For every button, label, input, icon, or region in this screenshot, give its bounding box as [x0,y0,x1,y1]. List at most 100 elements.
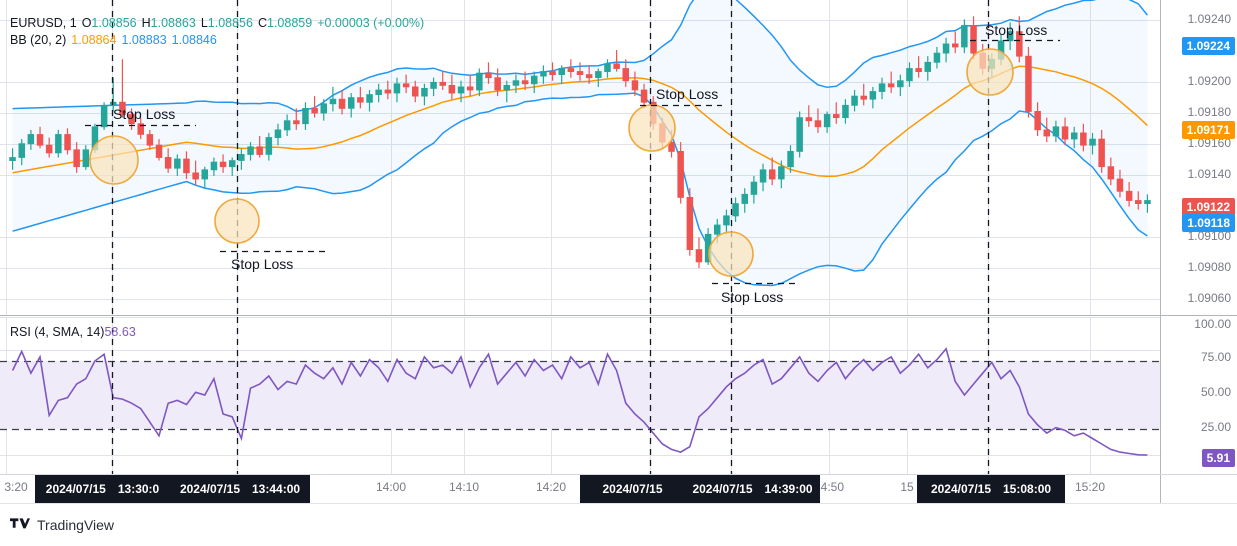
price-axis-tick-label: 1.09080 [1187,260,1231,274]
time-box-time: 14:39:00 [764,482,813,496]
candle-body [833,114,840,118]
bb-lower-price-badge[interactable]: 1.09118 [1182,214,1235,232]
rsi-chart-canvas[interactable] [0,317,1160,475]
candle-body [567,68,575,72]
candle-body [320,103,327,114]
candle-body [128,114,135,125]
candle-body [906,68,913,82]
price-chart-canvas[interactable] [0,0,1160,315]
rsi-indicator-pane[interactable] [0,317,1160,475]
candle-body [375,89,382,95]
signal-highlight-circle [708,231,754,277]
candle-body [183,158,190,174]
axis-divider [1160,0,1161,503]
stop-loss-annotation-label: Stop Loss [113,106,176,122]
candle-body [357,97,364,103]
candle-body [1016,31,1023,57]
time-box-date: 2024/07/15 [692,482,753,496]
candle-body [457,86,465,94]
candle-body [604,63,611,73]
time-axis-tick-label: 14:50 [813,480,845,494]
candle-body [485,72,492,79]
time-box-time: 13:30:0 [117,482,160,496]
bb-upper-price-badge[interactable]: 1.09224 [1181,37,1235,55]
candle-body [82,149,90,168]
time-box-date: 2024/07/15 [930,482,991,496]
candle-body [549,71,556,75]
tradingview-brand[interactable]: TradingView [10,517,114,533]
time-box-date: 2024/07/15 [45,482,106,496]
candlestick-series [9,16,1151,269]
candle-body [27,134,35,145]
candle-body [503,85,510,91]
candle-body [210,161,218,171]
candle-body [1080,132,1087,146]
candle-body [851,95,858,106]
price-axis-tick-label: 1.09100 [1187,229,1231,243]
candle-body [192,172,199,180]
candle-body [750,181,758,195]
candle-body [640,89,648,103]
time-axis-tick-label: 14:00 [375,480,407,494]
candle-body [219,161,227,168]
signal-highlight-circle [628,104,676,152]
candle-body [723,215,730,226]
time-axis-highlight-box[interactable]: 2024/07/15 15:08:00 [917,475,1065,503]
candle-body [814,120,822,128]
time-axis-tick-label: 14:10 [448,480,480,494]
candle-body [1098,138,1105,168]
candle-body [915,68,922,72]
candle-body [585,74,593,79]
candle-body [384,89,392,94]
candle-body [1089,138,1096,146]
candle-body [402,83,410,88]
candle-body [942,43,950,54]
price-axis-tick-label: 1.09240 [1187,12,1231,26]
candle-body [55,134,62,154]
candle-body [759,169,767,183]
candle-body [1052,126,1060,137]
time-scale[interactable]: 3:20 14:00 14:10 14:20 14:50 15 15:20 2024/07/1… [0,475,1237,503]
candle-body [430,81,437,89]
price-chart-pane[interactable] [0,0,1160,315]
candle-body [576,71,584,75]
candle-body [521,80,529,85]
tradingview-logo-icon [10,518,30,529]
candle-body [366,94,373,103]
candle-body [631,80,639,91]
candle-body [73,149,80,168]
rsi-overbought-oversold-band [0,361,1160,429]
time-axis-highlight-box[interactable]: 2024/07/15 13:44:00 [170,475,310,503]
candle-body [695,249,703,263]
candle-body [494,77,501,91]
price-axis-tick-label: 1.09160 [1187,136,1231,150]
price-scale[interactable]: 1.09240 1.09200 1.09180 1.09160 1.09140 1.091… [1160,0,1237,315]
time-box-date: 2024/07/15 [179,482,240,496]
candle-body [1061,126,1069,140]
candle-body [714,224,721,235]
candle-body [970,25,977,54]
last-price-badge[interactable]: 1.09122 [1181,198,1235,216]
candle-body [613,63,620,69]
candle-body [146,134,154,146]
candle-body [512,80,520,86]
rsi-value-badge[interactable]: 5.91 [1201,449,1235,467]
candle-body [531,75,538,85]
rsi-axis-tick-label: 50.00 [1200,385,1231,399]
time-axis-highlight-box[interactable]: 2024/07/15 14:39:00 [685,475,820,503]
candle-body [448,85,456,94]
candle-body [164,157,172,169]
candle-body [787,150,794,168]
bb-basis-price-badge[interactable]: 1.09171 [1181,121,1235,139]
candle-body [558,68,566,75]
footer-divider [0,503,1237,504]
pane-divider [0,315,1237,316]
time-axis-tick-label: 3:20 [4,480,28,494]
rsi-axis-tick-label: 100.00 [1194,317,1231,331]
time-axis-highlight-box[interactable]: 2024/07/15 13:30:0 [35,475,170,503]
bollinger-lower-line [12,92,1148,287]
candle-body [878,83,886,92]
candle-body [1107,166,1115,180]
time-axis-highlight-box[interactable]: 2024/07/15 [580,475,685,503]
